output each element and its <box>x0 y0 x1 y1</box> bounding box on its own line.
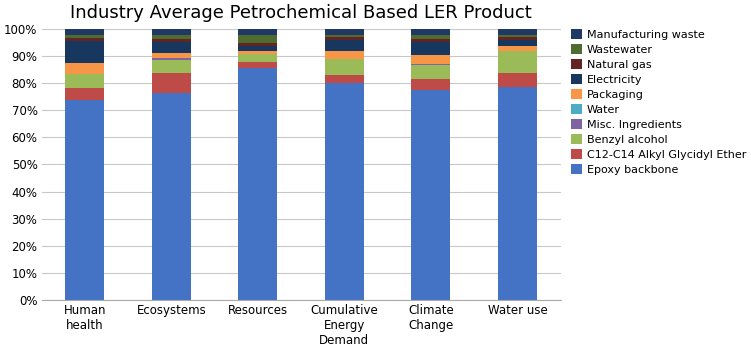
Bar <box>152 29 191 35</box>
Bar <box>152 53 191 58</box>
Bar <box>325 83 364 300</box>
Bar <box>152 35 191 39</box>
Bar <box>65 63 104 74</box>
Bar <box>238 46 277 51</box>
Bar <box>325 29 364 35</box>
Bar <box>152 42 191 53</box>
Bar <box>325 59 364 75</box>
Bar <box>325 37 364 40</box>
Bar <box>498 46 537 51</box>
Bar <box>412 42 451 55</box>
Bar <box>65 29 104 35</box>
Bar <box>152 60 191 73</box>
Bar <box>65 35 104 38</box>
Bar <box>412 90 451 300</box>
Bar <box>238 35 277 43</box>
Bar <box>498 40 537 46</box>
Bar <box>65 38 104 41</box>
Bar <box>412 64 451 65</box>
Bar <box>412 35 451 39</box>
Bar <box>325 75 364 83</box>
Bar <box>412 65 451 79</box>
Bar <box>65 74 104 88</box>
Title: Industry Average Petrochemical Based LER Product: Industry Average Petrochemical Based LER… <box>71 4 532 22</box>
Bar <box>412 29 451 35</box>
Bar <box>65 88 104 100</box>
Bar <box>498 29 537 35</box>
Legend: Manufacturing waste, Wastewater, Natural gas, Electricity, Packaging, Water, Mis: Manufacturing waste, Wastewater, Natural… <box>572 29 746 175</box>
Bar <box>498 73 537 87</box>
Bar <box>498 35 537 38</box>
Bar <box>152 58 191 60</box>
Bar <box>325 51 364 59</box>
Bar <box>498 87 537 300</box>
Bar <box>325 35 364 37</box>
Bar <box>325 40 364 51</box>
Bar <box>238 29 277 35</box>
Bar <box>238 51 277 54</box>
Bar <box>152 39 191 42</box>
Bar <box>65 41 104 63</box>
Bar <box>65 100 104 300</box>
Bar <box>238 62 277 67</box>
Bar <box>238 67 277 300</box>
Bar <box>152 73 191 93</box>
Bar <box>238 54 277 62</box>
Bar <box>412 39 451 42</box>
Bar <box>152 93 191 300</box>
Bar <box>412 55 451 64</box>
Bar <box>498 51 537 73</box>
Bar <box>412 79 451 90</box>
Bar <box>498 38 537 40</box>
Bar <box>238 43 277 46</box>
